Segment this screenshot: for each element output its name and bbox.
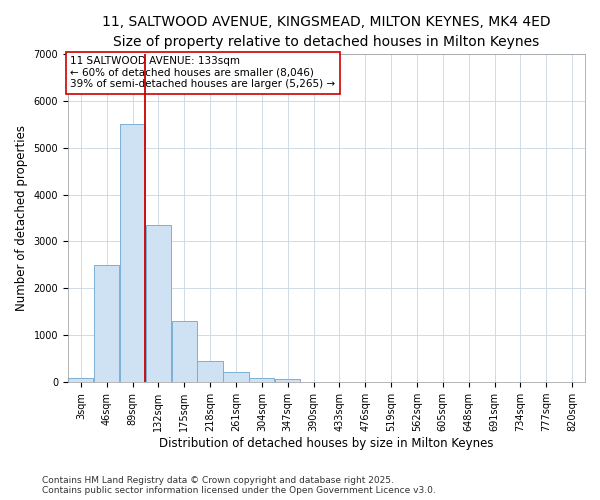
Bar: [172, 321, 197, 382]
Y-axis label: Number of detached properties: Number of detached properties: [15, 125, 28, 311]
Bar: [68, 378, 94, 382]
Bar: [249, 378, 274, 382]
Title: 11, SALTWOOD AVENUE, KINGSMEAD, MILTON KEYNES, MK4 4ED
Size of property relative: 11, SALTWOOD AVENUE, KINGSMEAD, MILTON K…: [102, 15, 551, 48]
Bar: [275, 380, 301, 382]
X-axis label: Distribution of detached houses by size in Milton Keynes: Distribution of detached houses by size …: [159, 437, 494, 450]
Bar: [197, 361, 223, 382]
Text: 11 SALTWOOD AVENUE: 133sqm
← 60% of detached houses are smaller (8,046)
39% of s: 11 SALTWOOD AVENUE: 133sqm ← 60% of deta…: [70, 56, 335, 90]
Bar: [120, 124, 145, 382]
Bar: [146, 225, 171, 382]
Text: Contains HM Land Registry data © Crown copyright and database right 2025.
Contai: Contains HM Land Registry data © Crown c…: [42, 476, 436, 495]
Bar: [223, 372, 248, 382]
Bar: [94, 265, 119, 382]
